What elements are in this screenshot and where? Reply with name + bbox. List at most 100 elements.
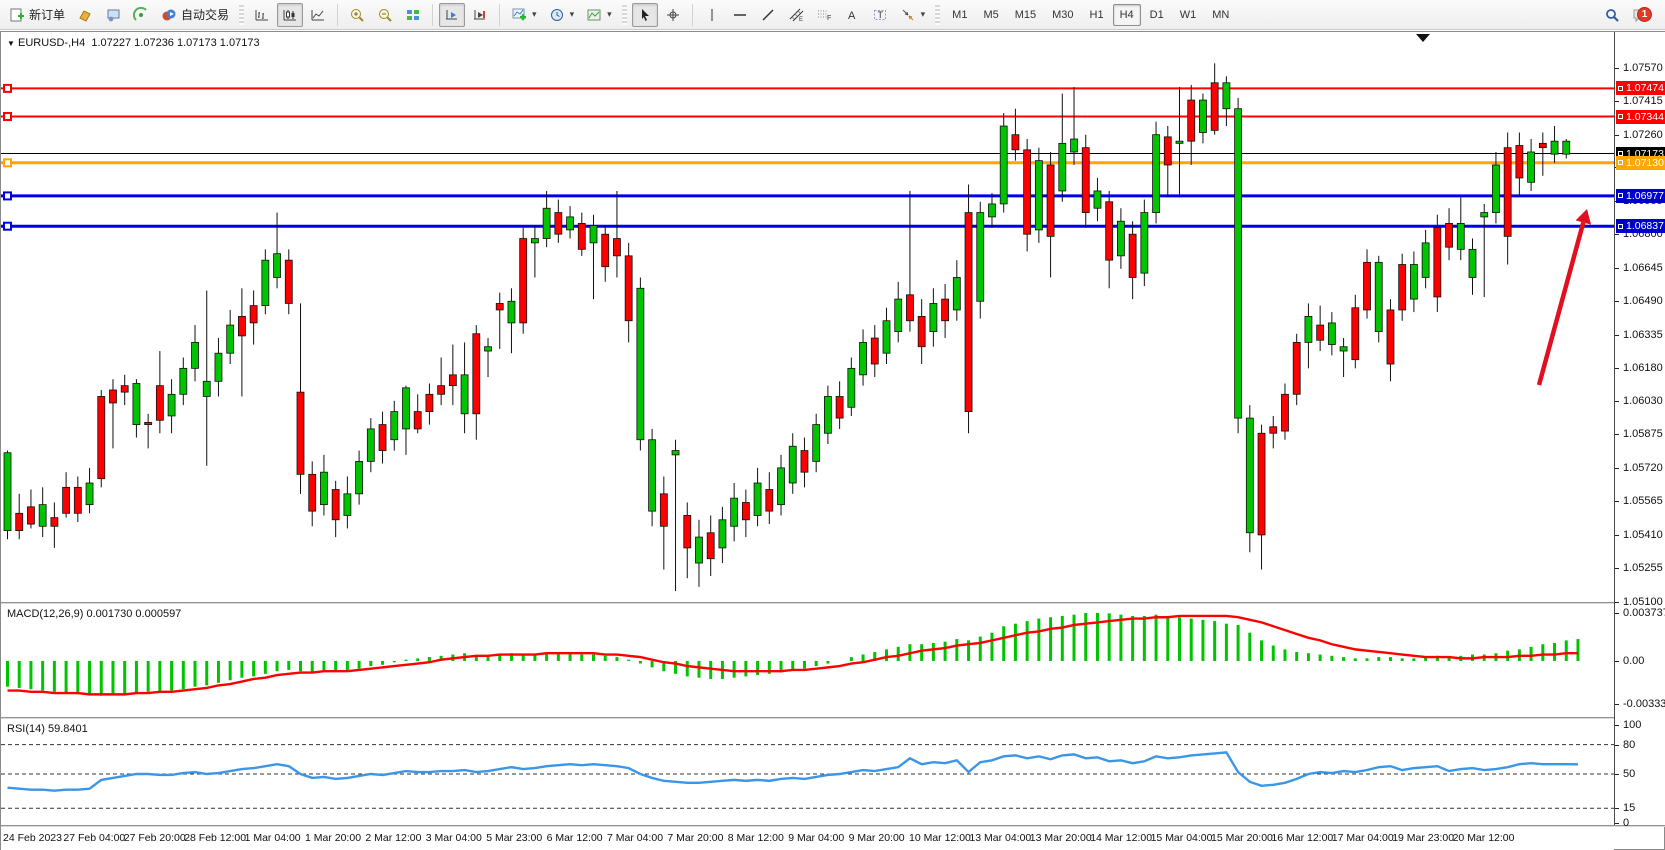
line-anchor-handle[interactable] [3,221,12,231]
tab-timeframe-w1[interactable]: W1 [1179,8,1197,21]
candle[interactable] [1011,134,1020,151]
candle[interactable] [85,482,94,506]
zoom-out-button[interactable] [372,3,398,27]
candle[interactable] [1199,99,1207,133]
candle[interactable] [870,337,879,365]
candle[interactable] [120,385,129,393]
candle[interactable] [1480,212,1489,218]
candle[interactable] [1034,160,1043,231]
candle[interactable] [1140,212,1149,274]
candle[interactable] [589,225,598,244]
periods-button[interactable]: ▾ [544,3,580,27]
tab-timeframe-m1[interactable]: M1 [952,8,968,21]
candle[interactable] [1433,227,1442,298]
candle[interactable] [964,212,973,413]
candle[interactable] [906,294,914,322]
candle[interactable] [284,259,293,304]
candle[interactable] [1175,140,1184,144]
line-anchor-handle[interactable] [3,83,12,93]
candle[interactable] [882,320,891,354]
candle[interactable] [1351,307,1360,361]
tab-timeframe-h1[interactable]: H1 [1089,8,1104,21]
horizontal-line-tool-button[interactable] [727,3,753,27]
candle[interactable] [296,391,305,475]
candle[interactable] [976,212,985,302]
candle[interactable] [249,305,258,324]
cursor-tool-button[interactable] [631,2,658,27]
notifications-button[interactable]: 1 [1625,3,1655,27]
line-anchor-handle[interactable] [3,191,12,201]
indicators-button[interactable]: ▾ [506,3,542,27]
panel-splitter[interactable] [1,717,1665,719]
candle[interactable] [273,253,281,278]
candle[interactable] [495,303,504,311]
candle[interactable] [1386,309,1395,365]
candle[interactable] [50,517,59,527]
candle[interactable] [847,367,856,408]
auto-trading-button[interactable]: 自动交易 [156,3,234,27]
candle[interactable] [1023,149,1032,235]
candle[interactable] [988,203,996,218]
candle[interactable] [390,411,399,441]
candle[interactable] [1550,140,1559,155]
candle[interactable] [366,428,375,462]
candle[interactable] [1187,99,1196,142]
candle[interactable] [448,374,457,387]
candle[interactable] [835,396,844,419]
candle[interactable] [894,298,903,332]
candle[interactable] [413,411,422,430]
candle[interactable] [554,212,563,235]
candle[interactable] [1538,142,1547,149]
candle[interactable] [1245,417,1254,534]
candle[interactable] [753,482,762,516]
candle[interactable] [1398,264,1407,311]
candle[interactable] [613,238,621,257]
candle[interactable] [226,324,235,354]
candle[interactable] [636,287,645,441]
candle[interactable] [1421,242,1430,278]
candle[interactable] [718,519,727,549]
candle[interactable] [777,467,785,506]
candle[interactable] [788,445,797,484]
candle[interactable] [1058,142,1067,192]
candle[interactable] [648,439,656,512]
candle[interactable] [1527,151,1535,183]
candle[interactable] [1269,426,1278,434]
candle[interactable] [1163,136,1172,166]
candle[interactable] [929,303,938,332]
candle[interactable] [1492,164,1500,213]
candle[interactable] [1081,147,1090,213]
fibonacci-tool-button[interactable]: F [811,3,837,27]
chart-shift-button[interactable] [467,3,493,27]
candle[interactable] [706,532,715,560]
candle[interactable] [1281,393,1289,432]
text-tool-button[interactable]: A [839,3,865,27]
candle[interactable] [1093,190,1102,209]
candle[interactable] [402,387,410,430]
zoom-in-button[interactable] [344,3,370,27]
new-order-button[interactable]: 新订单 [4,3,70,27]
candle[interactable] [659,493,668,527]
candle[interactable] [3,452,12,532]
candle[interactable] [812,424,821,462]
candle[interactable] [507,300,516,324]
candle[interactable] [484,346,492,352]
candle[interactable] [214,352,223,382]
candle[interactable] [237,316,246,337]
candle[interactable] [331,489,340,521]
templates-button[interactable]: ▾ [581,3,617,27]
candle[interactable] [425,393,434,413]
candle[interactable] [179,367,188,395]
line-chart-mode-button[interactable] [305,3,331,27]
main-chart-canvas[interactable] [1,33,1614,602]
tab-timeframe-m15[interactable]: M15 [1014,8,1037,21]
candle[interactable] [1152,134,1160,213]
candle[interactable] [695,536,703,564]
tile-windows-button[interactable] [400,3,426,27]
candle[interactable] [824,396,832,434]
candle[interactable] [800,450,809,473]
candle[interactable] [62,486,70,514]
candle[interactable] [460,374,469,415]
channel-tool-button[interactable]: E [783,3,809,27]
candle[interactable] [1468,248,1477,278]
